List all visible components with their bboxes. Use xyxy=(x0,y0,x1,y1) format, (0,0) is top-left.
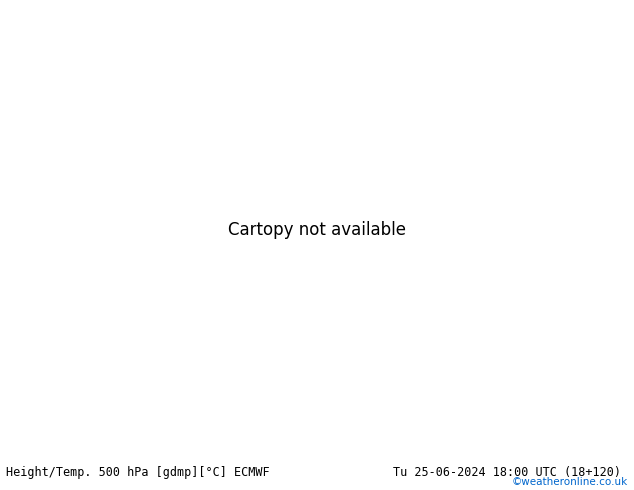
Text: ©weatheronline.co.uk: ©weatheronline.co.uk xyxy=(512,477,628,487)
Text: Cartopy not available: Cartopy not available xyxy=(228,221,406,239)
Text: Tu 25-06-2024 18:00 UTC (18+120): Tu 25-06-2024 18:00 UTC (18+120) xyxy=(393,466,621,479)
Text: Height/Temp. 500 hPa [gdmp][°C] ECMWF: Height/Temp. 500 hPa [gdmp][°C] ECMWF xyxy=(6,466,270,479)
